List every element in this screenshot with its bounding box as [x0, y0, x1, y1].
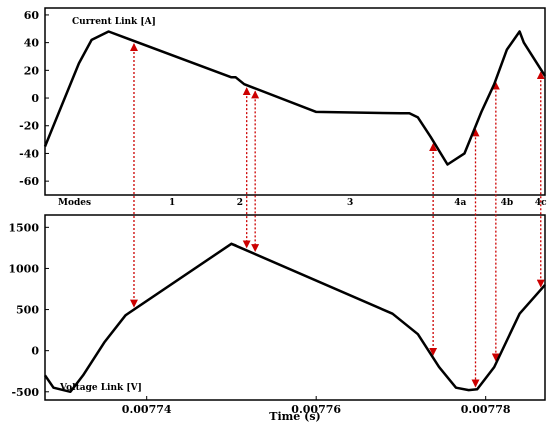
voltage-y-tick-label: 0: [31, 345, 39, 358]
current-y-ticks: 60 40 20 0 -20 -40 -60: [19, 9, 49, 188]
voltage-y-tick-label: 1500: [8, 221, 39, 234]
current-y-tick-label: 20: [24, 64, 40, 77]
current-y-tick-label: -40: [19, 147, 39, 160]
mode-label: 2: [237, 198, 243, 208]
voltage-y-tick-label: 1000: [8, 262, 39, 275]
mode-label: 1: [169, 198, 175, 208]
mode-label: 4a: [454, 198, 466, 208]
modes-label: Modes: [58, 198, 91, 208]
voltage-series-line: [43, 242, 546, 394]
mode-label: 4b: [501, 198, 514, 208]
current-y-tick-label: -60: [19, 175, 39, 188]
x-tick-label: 0.00778: [461, 403, 511, 416]
voltage-x-ticks: 0.00774 0.00776 0.00778: [122, 396, 511, 416]
voltage-plot-frame: [44, 214, 546, 401]
mode-label: 4c: [535, 198, 547, 208]
mode-label: 3: [347, 198, 353, 208]
current-y-tick-label: 40: [24, 37, 40, 50]
x-tick-label: 0.00774: [122, 403, 172, 416]
x-axis-label: Time (s): [269, 410, 320, 423]
voltage-title: Voltage Link [V]: [59, 383, 142, 393]
voltage-y-tick-label: 500: [16, 304, 39, 317]
current-series-line: [43, 30, 547, 166]
x-tick-label: 0.00776: [291, 403, 341, 416]
current-y-tick-label: 0: [31, 92, 39, 105]
transition-markers: [129, 43, 545, 388]
current-y-tick-label: 60: [24, 9, 40, 22]
voltage-y-ticks: 1500 1000 500 0 -500: [8, 221, 49, 399]
current-title: Current Link [A]: [72, 17, 156, 27]
series-lines: [43, 30, 547, 394]
mode-region-labels: 1 2 3 4a 4b 4c: [169, 198, 547, 208]
voltage-y-tick-label: -500: [11, 386, 39, 399]
current-y-tick-label: -20: [19, 120, 39, 133]
